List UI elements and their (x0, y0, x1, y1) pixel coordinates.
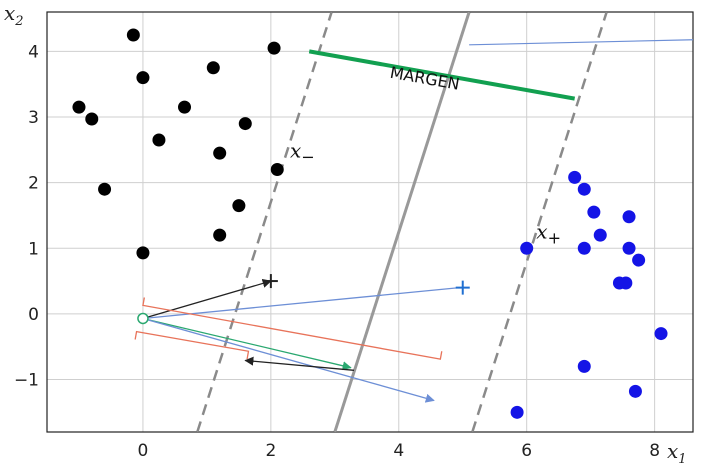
negative-point (270, 163, 284, 176)
x-axis-label: x1 (667, 439, 687, 467)
arrow-to-plus-blue (142, 286, 460, 320)
green-projection-vector (142, 317, 352, 371)
y-tick-label: 2 (28, 174, 39, 194)
plus-marker-black (263, 274, 278, 289)
positive-point (520, 241, 534, 255)
grid-lines (47, 12, 693, 432)
x-tick-label: 6 (521, 441, 532, 461)
negative-point (72, 100, 86, 114)
negative-point (213, 146, 227, 160)
negative-point (126, 28, 140, 42)
positive-point (577, 359, 591, 373)
margin-plane-positive (471, 12, 608, 432)
positive-point (628, 384, 642, 398)
positive-point (632, 253, 646, 267)
negative-point (136, 246, 150, 260)
margin-bar (308, 49, 576, 101)
negative-point (267, 41, 281, 55)
negative-point (178, 100, 192, 114)
positive-point (593, 228, 607, 242)
positive-point (622, 241, 636, 255)
decision-hyperplane (333, 12, 471, 432)
blue-w-vector (142, 317, 435, 403)
hyperplanes (196, 12, 608, 432)
negative-point (136, 71, 150, 85)
margin-plane-negative (196, 12, 333, 432)
black-back-arrow (244, 356, 355, 371)
positive-point (622, 210, 636, 224)
positive-point (619, 276, 633, 290)
negative-point (152, 133, 166, 147)
positive-point (587, 205, 601, 219)
lower-bracket (134, 330, 250, 360)
origin-marker (137, 312, 149, 325)
positive-point (577, 241, 591, 255)
y-tick-label: 4 (28, 42, 39, 62)
positive-point (654, 327, 668, 341)
x-tick-label: 2 (265, 441, 276, 461)
arrow-to-plus-black (142, 278, 272, 320)
x-tick-label: 0 (138, 441, 149, 461)
y-tick-label: 1 (28, 239, 39, 259)
y-tick-label: −1 (14, 371, 39, 391)
y-tick-label: 3 (28, 108, 39, 128)
plus-marker-blue (455, 280, 470, 295)
upper-bracket (142, 297, 443, 360)
y-axis-label: x2 (4, 1, 24, 29)
data-points (72, 28, 668, 419)
negative-point (98, 182, 112, 196)
x-tick-label: 8 (649, 441, 660, 461)
positive-point (568, 170, 582, 184)
positive-point (577, 182, 591, 196)
positive-point (510, 405, 524, 419)
negative-point (238, 117, 252, 131)
negative-point (213, 228, 227, 242)
y-tick-label: 0 (28, 305, 39, 325)
w-line-topright (469, 39, 693, 46)
x-tick-label: 4 (393, 441, 404, 461)
plot-frame (46, 11, 694, 433)
x-plus-label: x+ (536, 219, 561, 247)
negative-point (85, 112, 99, 126)
negative-point (206, 61, 220, 75)
negative-point (232, 199, 246, 213)
vectors (134, 39, 693, 403)
tick-labels: 0 2 4 6 8 −1 0 1 2 3 4 (14, 42, 660, 461)
x-minus-label: x− (290, 139, 315, 167)
